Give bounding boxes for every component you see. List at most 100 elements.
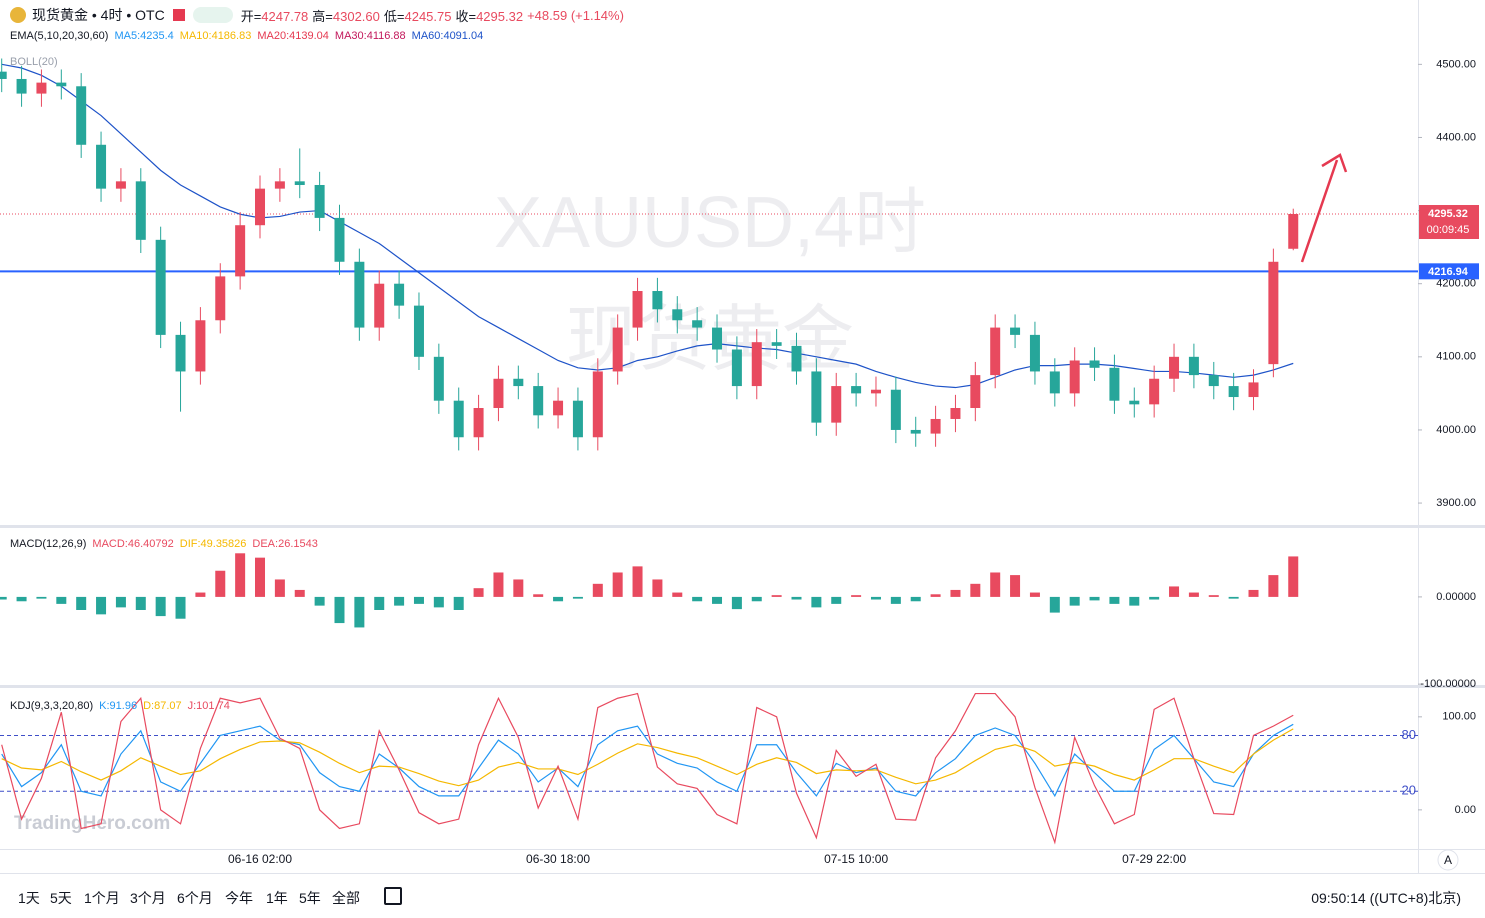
histogram-bar — [870, 596, 881, 600]
range-button[interactable]: 1年 — [266, 890, 288, 906]
ma-value: MA5:4235.4 — [114, 30, 174, 42]
histogram-bar — [632, 566, 643, 597]
watermark: 现货黄金 — [566, 300, 854, 380]
candle-body — [374, 283, 385, 328]
candle-body — [274, 181, 285, 189]
histogram-bar — [1228, 596, 1239, 599]
histogram-bar — [235, 553, 246, 597]
candle-body — [1109, 367, 1120, 401]
band-label: 80 — [1402, 727, 1416, 742]
range-button[interactable]: 全部 — [332, 890, 360, 906]
histogram-bar — [135, 596, 146, 610]
symbol: 现货黄金 • 4时 • OTC — [32, 7, 165, 23]
histogram-bar — [672, 592, 683, 597]
y-tick-label: 4500.00 — [1436, 58, 1476, 70]
histogram-bar — [572, 596, 583, 599]
histogram-bar — [731, 596, 742, 610]
candle-body — [413, 305, 424, 357]
histogram-bar — [374, 596, 385, 610]
ma-legend: EMA(5,10,20,30,60) MA5:4235.4 MA10:4186.83… — [10, 30, 483, 42]
candle-body — [1029, 334, 1040, 372]
candle-body — [0, 71, 7, 79]
arrow-annotation — [1300, 153, 1348, 263]
date-range-icon[interactable] — [384, 887, 402, 905]
candle-body — [215, 276, 226, 321]
histogram-bar — [692, 596, 703, 602]
header: 现货黄金 • 4时 • OTC 开=4247.78 高=4302.60 低=4245… — [10, 5, 630, 25]
histogram-bar — [1188, 592, 1199, 597]
candle-body — [970, 375, 981, 409]
candle-body — [632, 291, 643, 328]
candle-body — [56, 82, 67, 87]
candle-body — [851, 386, 862, 394]
histogram-bar — [1268, 575, 1279, 597]
countdown: 00:09:45 — [1427, 224, 1470, 236]
ohlc-value: 4302.60 — [332, 8, 380, 24]
ohlc-value: 4245.75 — [404, 8, 452, 24]
candle-body — [930, 418, 941, 434]
ohlc-label: 开= — [240, 8, 262, 24]
auto-scale-label[interactable]: A — [1444, 853, 1452, 867]
candle-body — [612, 327, 623, 372]
auto-scale-button[interactable] — [1437, 849, 1459, 871]
histogram-bar — [990, 572, 1001, 597]
candle-body — [572, 400, 583, 438]
histogram-bar — [1069, 596, 1080, 606]
candle-body — [990, 327, 1001, 376]
histogram-bar — [334, 596, 345, 624]
candle-body — [1089, 360, 1100, 368]
ohlc-label: 高= — [312, 8, 333, 24]
ohlc-value: 4247.78 — [261, 8, 309, 24]
candle-body — [870, 389, 881, 394]
range-button[interactable]: 3个月 — [130, 890, 166, 906]
histogram-bar — [970, 583, 981, 597]
x-tick-label: 07-15 10:00 — [824, 852, 888, 866]
ma-value: MA30:4116.88 — [334, 30, 406, 42]
legend-item: DEA:26.1543 — [252, 538, 318, 550]
status-pill[interactable] — [192, 7, 233, 23]
candle-body — [255, 188, 266, 226]
candle-body — [1129, 400, 1140, 405]
histogram-bar — [851, 595, 862, 597]
candle-body — [175, 334, 186, 372]
histogram-bar — [1049, 596, 1060, 613]
candle-body — [672, 309, 683, 321]
last-price-tag — [1419, 205, 1479, 240]
legend-item: MACD(12,26,9) — [10, 538, 87, 550]
clock: 09:50:14 ((UTC+8)北京) — [1311, 890, 1461, 906]
candle-body — [16, 78, 27, 94]
range-button[interactable]: 1个月 — [84, 890, 120, 906]
candle-body — [910, 429, 921, 434]
candle-body — [950, 408, 961, 419]
ma-value: MA60:4091.04 — [411, 30, 484, 42]
histogram-bar — [16, 596, 27, 602]
histogram-bar — [36, 596, 47, 599]
range-button[interactable]: 5年 — [299, 890, 321, 906]
range-button[interactable]: 今年 — [225, 890, 253, 906]
legend-item: D:87.07 — [143, 700, 182, 712]
range-button[interactable]: 6个月 — [177, 890, 213, 906]
histogram-bar — [1248, 589, 1259, 597]
candle-body — [1248, 382, 1259, 398]
histogram-bar — [255, 557, 266, 597]
candle-body — [1288, 214, 1299, 249]
range-button[interactable]: 5天 — [50, 890, 72, 906]
candle-body — [513, 378, 524, 387]
toolbar: 09:50:14 ((UTC+8)北京) 1天 5天 1个月 3个月 6个月 今年 1年 5年… — [0, 873, 1485, 918]
histogram-bar — [930, 594, 941, 597]
candle-body — [76, 86, 87, 145]
candle-body — [195, 320, 206, 372]
histogram-bar — [1208, 595, 1219, 597]
histogram-bar — [155, 596, 166, 617]
legend-item: KDJ(9,3,3,20,80) — [10, 700, 94, 712]
y-tick-label: 4000.00 — [1436, 424, 1476, 436]
range-button[interactable]: 1天 — [18, 890, 40, 906]
y-tick-label: 0.00000 — [1436, 591, 1476, 603]
y-tick-label: -100.00000 — [1420, 678, 1476, 690]
kdj-line — [1, 692, 1294, 845]
flag-icon — [172, 9, 185, 21]
macd-legend: MACD(12,26,9) MACD:46.40792 DIF:49.35826 DE… — [10, 538, 318, 550]
x-tick-label: 06-30 18:00 — [526, 852, 590, 866]
candle-body — [433, 356, 444, 401]
histogram-bar — [1288, 556, 1299, 597]
